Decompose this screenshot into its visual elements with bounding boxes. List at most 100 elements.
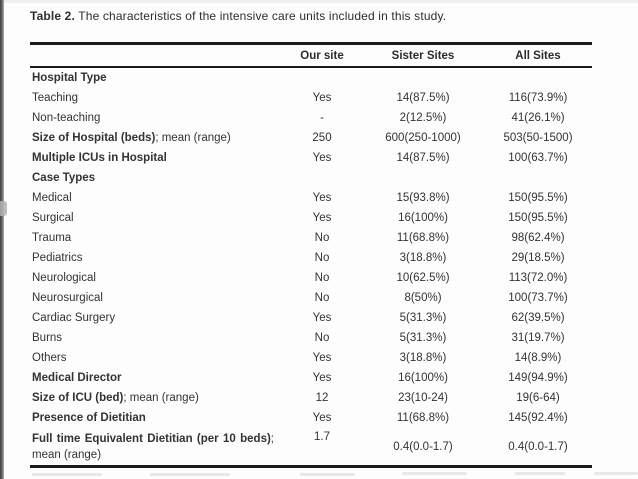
- row-label: Cardiac Surgery: [30, 312, 282, 324]
- row-label: Medical Director: [30, 372, 282, 384]
- cell-our-site: Yes: [312, 212, 332, 224]
- table-title-text: The characteristics of the intensive car…: [75, 9, 447, 23]
- row-label-main: Case Types: [32, 172, 96, 184]
- row-label: Non-teaching: [30, 112, 282, 124]
- cell-all-sites: 100(63.7%): [508, 152, 568, 164]
- header-all-sites: All Sites: [515, 49, 561, 62]
- row-label: Presence of Dietitian: [30, 412, 282, 424]
- row-label-main: Multiple ICUs in Hospital: [32, 152, 167, 164]
- row-label: Others: [30, 352, 282, 364]
- table-row: Trauma No 11(68.8%) 98(62.4%): [30, 228, 592, 248]
- row-label-main: Non-teaching: [32, 112, 101, 124]
- table-title-number: Table 2.: [30, 9, 75, 23]
- row-label-suffix: ; mean (range): [155, 132, 231, 144]
- cell-all-sites: 503(50-1500): [503, 132, 573, 144]
- cell-sister-sites: 11(68.8%): [396, 232, 450, 244]
- table-row: Pediatrics No 3(18.8%) 29(18.5%): [30, 248, 592, 268]
- table-row: Size of Hospital (beds); mean (range) 25…: [30, 128, 592, 148]
- bottom-edge-artifact: [150, 473, 230, 476]
- page-left-edge-notch: [0, 201, 7, 216]
- row-label-main: Hospital Type: [32, 72, 107, 84]
- cell-sister-sites: 3(18.8%): [399, 252, 447, 264]
- row-label: Hospital Type: [30, 72, 282, 84]
- cell-our-site: -: [320, 112, 324, 124]
- table-row: Surgical Yes 16(100%) 150(95.5%): [30, 208, 592, 228]
- row-label-main: Neurosurgical: [32, 292, 103, 304]
- row-label: Pediatrics: [30, 252, 282, 264]
- row-label: Burns: [30, 332, 282, 344]
- cell-all-sites: 98(62.4%): [511, 232, 565, 244]
- cell-all-sites: 29(18.5%): [511, 252, 565, 264]
- cell-all-sites: 100(73.7%): [508, 292, 568, 304]
- row-label: Medical: [30, 192, 282, 204]
- row-label: Full time Equivalent Dietitian (per 10 b…: [30, 431, 282, 463]
- cell-our-site: 12: [315, 392, 329, 404]
- cell-all-sites: 150(95.5%): [508, 192, 568, 204]
- cell-our-site: Yes: [312, 352, 332, 364]
- table-row: Medical Yes 15(93.8%) 150(95.5%): [30, 188, 592, 208]
- row-label: Neurological: [30, 272, 282, 284]
- cell-our-site: Yes: [312, 152, 332, 164]
- cell-sister-sites: 16(100%): [398, 372, 448, 384]
- cell-our-site: No: [314, 292, 330, 304]
- cell-our-site: 1.7: [314, 431, 330, 443]
- row-label: Size of ICU (bed); mean (range): [30, 392, 282, 404]
- cell-all-sites: 113(72.0%): [508, 272, 568, 284]
- row-label-main: Teaching: [32, 92, 79, 104]
- cell-sister-sites: 3(18.8%): [399, 352, 447, 364]
- row-label: Case Types: [30, 172, 282, 184]
- cell-all-sites: 0.4(0.0-1.7): [508, 440, 568, 453]
- page-left-edge: [0, 0, 4, 479]
- row-label: Teaching: [30, 92, 282, 104]
- cell-all-sites: 41(26.1%): [511, 112, 565, 124]
- cell-all-sites: 149(94.9%): [508, 372, 568, 384]
- table-row: Size of ICU (bed); mean (range) 12 23(10…: [30, 388, 592, 408]
- cell-our-site: Yes: [312, 312, 332, 324]
- row-label-main: Medical: [32, 192, 72, 204]
- cell-sister-sites: 5(31.3%): [399, 332, 447, 344]
- cell-all-sites: 14(8.9%): [514, 352, 562, 364]
- cell-all-sites: 150(95.5%): [508, 212, 568, 224]
- row-label: Trauma: [30, 232, 282, 244]
- table-row: Cardiac Surgery Yes 5(31.3%) 62(39.5%): [30, 308, 592, 328]
- cell-our-site: Yes: [312, 92, 332, 104]
- bottom-edge-artifact: [594, 472, 638, 475]
- table-title: Table 2. The characteristics of the inte…: [30, 9, 446, 23]
- row-label: Neurosurgical: [30, 292, 282, 304]
- header-our-site: Our site: [300, 49, 344, 62]
- table-row: Neurological No 10(62.5%) 113(72.0%): [30, 268, 592, 288]
- cell-all-sites: 145(92.4%): [508, 412, 568, 424]
- row-label-main: Others: [32, 352, 67, 364]
- row-label: Surgical: [30, 212, 282, 224]
- row-label-suffix: ; mean (range): [123, 392, 199, 404]
- table-row: Medical Director Yes 16(100%) 149(94.9%): [30, 368, 592, 388]
- table-row: Multiple ICUs in Hospital Yes 14(87.5%) …: [30, 148, 592, 168]
- cell-sister-sites: 15(93.8%): [396, 192, 450, 204]
- cell-sister-sites: 10(62.5%): [396, 272, 450, 284]
- row-label-main: Cardiac Surgery: [32, 312, 116, 324]
- cell-all-sites: 31(19.7%): [511, 332, 565, 344]
- row-label-main: Size of ICU (bed): [32, 392, 124, 404]
- cell-our-site: Yes: [312, 192, 332, 204]
- bottom-edge-artifact: [402, 472, 467, 475]
- cell-sister-sites: 0.4(0.0-1.7): [393, 440, 453, 453]
- bottom-edge-artifact: [515, 472, 565, 475]
- table-row: Presence of Dietitian Yes 11(68.8%) 145(…: [30, 408, 592, 428]
- table-row: Others Yes 3(18.8%) 14(8.9%): [30, 348, 592, 368]
- cell-our-site: 250: [312, 132, 332, 144]
- table-row: Non-teaching - 2(12.5%) 41(26.1%): [30, 108, 592, 128]
- row-label-main: Burns: [32, 332, 63, 344]
- cell-sister-sites: 14(87.5%): [396, 92, 450, 104]
- header-sister-sites: Sister Sites: [391, 49, 455, 62]
- bottom-edge-artifact: [300, 473, 355, 476]
- cell-all-sites: 62(39.5%): [511, 312, 565, 324]
- row-label: Multiple ICUs in Hospital: [30, 152, 282, 164]
- page-top-edge: [0, 0, 638, 3]
- table-row: Hospital Type: [30, 68, 592, 88]
- cell-our-site: Yes: [312, 412, 332, 424]
- row-label-main: Presence of Dietitian: [32, 412, 146, 424]
- cell-all-sites: 19(6-64): [516, 392, 560, 404]
- table-row: Burns No 5(31.3%) 31(19.7%): [30, 328, 592, 348]
- cell-our-site: No: [314, 332, 330, 344]
